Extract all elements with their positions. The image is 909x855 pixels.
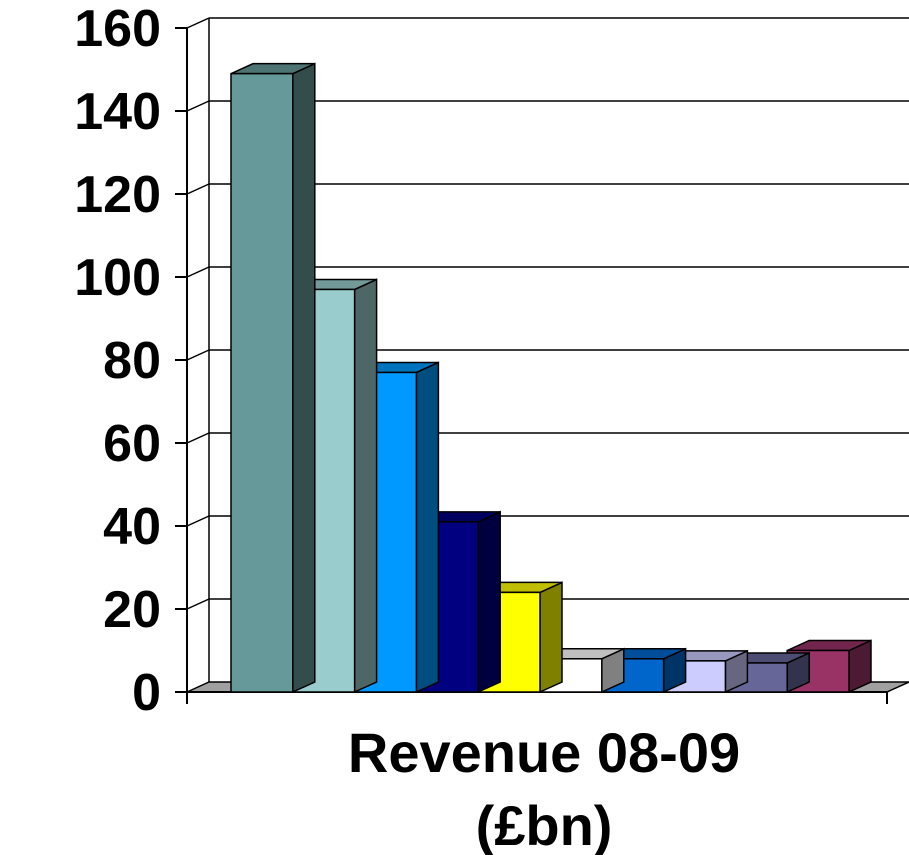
y-tick-label: 40: [103, 498, 161, 556]
bar-side: [415, 361, 440, 694]
gridline-side: [186, 515, 210, 527]
bar-side: [539, 581, 563, 694]
y-tick-label: 160: [74, 0, 161, 58]
gridline-side: [186, 100, 210, 112]
y-tick-label: 20: [103, 581, 161, 639]
y-tick-label: 80: [103, 332, 161, 390]
y-tick-label: 120: [74, 166, 161, 224]
bar-front: [230, 72, 294, 693]
bar-side: [353, 278, 378, 694]
gridline-side: [186, 432, 210, 444]
bar-side: [477, 510, 501, 694]
bar-side: [292, 62, 316, 694]
x-axis-label-line-2: (£bn): [476, 794, 613, 855]
y-tick-label: 140: [74, 83, 161, 141]
y-tick-label: 60: [103, 415, 161, 473]
gridline-side: [186, 17, 210, 29]
gridline-side: [186, 349, 210, 361]
y-tick-labels: 0 20 40 60 80 100 120 140 160: [74, 0, 161, 722]
x-axis-label-line-1: Revenue 08-09: [348, 721, 740, 784]
y-tick-label: 100: [74, 249, 161, 307]
y-tick-label: 0: [132, 664, 161, 722]
gridline-side: [186, 266, 210, 278]
gridline-side: [186, 598, 210, 610]
gridline-side: [186, 183, 210, 195]
bars: [230, 62, 872, 694]
bar: [230, 62, 316, 694]
